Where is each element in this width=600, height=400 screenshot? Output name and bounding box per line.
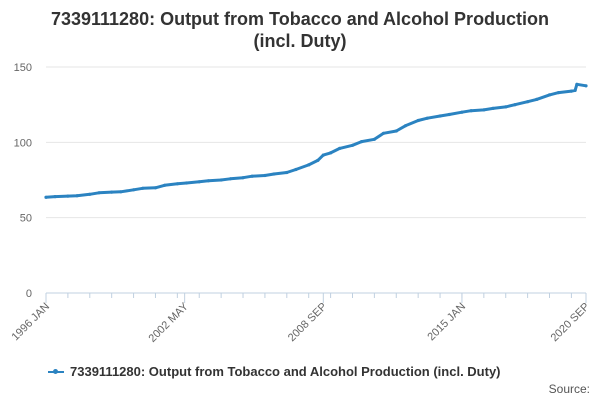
x-tick-label: 2008 SEP bbox=[286, 301, 330, 345]
data-point bbox=[482, 108, 486, 112]
data-point bbox=[416, 118, 420, 123]
data-point bbox=[394, 129, 398, 133]
y-tick-label: 50 bbox=[20, 213, 32, 225]
legend-label: 7339111280: Output from Tobacco and Alco… bbox=[70, 364, 501, 379]
x-tick-label: 2002 MAY bbox=[147, 300, 192, 345]
data-point bbox=[263, 173, 267, 178]
legend-line-marker-icon bbox=[48, 368, 64, 374]
source-label: Source: bbox=[548, 382, 590, 396]
data-point bbox=[526, 100, 530, 104]
data-point bbox=[294, 167, 298, 172]
data-point bbox=[132, 188, 136, 192]
data-point bbox=[163, 183, 167, 187]
data-point bbox=[573, 88, 577, 92]
data-point bbox=[329, 151, 333, 155]
data-point bbox=[97, 191, 101, 195]
data-point bbox=[228, 177, 232, 181]
data-point bbox=[425, 116, 429, 120]
data-point bbox=[584, 84, 588, 88]
data-point bbox=[535, 97, 539, 101]
data-point bbox=[469, 109, 473, 113]
legend-dot-icon bbox=[53, 368, 58, 374]
data-point bbox=[141, 186, 145, 190]
data-point bbox=[66, 194, 70, 198]
data-point bbox=[372, 137, 376, 141]
data-point bbox=[307, 163, 311, 167]
y-tick-label: 150 bbox=[14, 62, 32, 74]
y-tick-label: 0 bbox=[26, 288, 32, 300]
data-point bbox=[250, 174, 254, 178]
data-point bbox=[491, 106, 495, 110]
data-point bbox=[381, 131, 386, 135]
x-tick-label: 1996 JAN bbox=[9, 301, 52, 344]
data-point bbox=[285, 170, 289, 175]
chart-title-line2: (incl. Duty) bbox=[253, 31, 347, 51]
data-point bbox=[447, 112, 451, 117]
data-point bbox=[403, 124, 407, 128]
data-point bbox=[272, 172, 276, 176]
data-point bbox=[504, 105, 508, 109]
data-point bbox=[557, 91, 561, 95]
data-point bbox=[153, 186, 158, 190]
chart-title: 7339111280: Output from Tobacco and Alco… bbox=[0, 8, 600, 52]
data-point bbox=[197, 180, 201, 184]
data-point bbox=[460, 110, 464, 114]
data-point bbox=[241, 176, 245, 180]
series-line bbox=[44, 82, 588, 199]
data-point bbox=[321, 153, 325, 157]
data-point bbox=[350, 143, 355, 147]
data-point bbox=[175, 182, 179, 186]
data-point bbox=[575, 82, 579, 86]
data-point bbox=[338, 146, 342, 150]
data-point bbox=[513, 103, 517, 107]
data-point bbox=[53, 195, 57, 199]
data-point bbox=[206, 179, 210, 183]
data-point bbox=[360, 140, 364, 144]
chart-legend[interactable]: 7339111280: Output from Tobacco and Alco… bbox=[48, 364, 501, 379]
data-point bbox=[88, 192, 92, 196]
chart-title-line1: 7339111280: Output from Tobacco and Alco… bbox=[50, 9, 550, 29]
data-point bbox=[75, 194, 79, 198]
data-point bbox=[438, 114, 442, 118]
data-point bbox=[569, 89, 574, 93]
data-point bbox=[219, 178, 223, 182]
data-point bbox=[119, 190, 123, 194]
data-point bbox=[184, 181, 189, 185]
data-point bbox=[110, 190, 114, 194]
data-point bbox=[44, 195, 48, 199]
y-tick-label: 100 bbox=[14, 137, 32, 149]
x-tick-label: 2015 JAN bbox=[425, 301, 468, 344]
data-point bbox=[316, 158, 320, 162]
x-tick-label: 2020 SEP bbox=[549, 301, 593, 345]
data-point bbox=[547, 93, 552, 97]
